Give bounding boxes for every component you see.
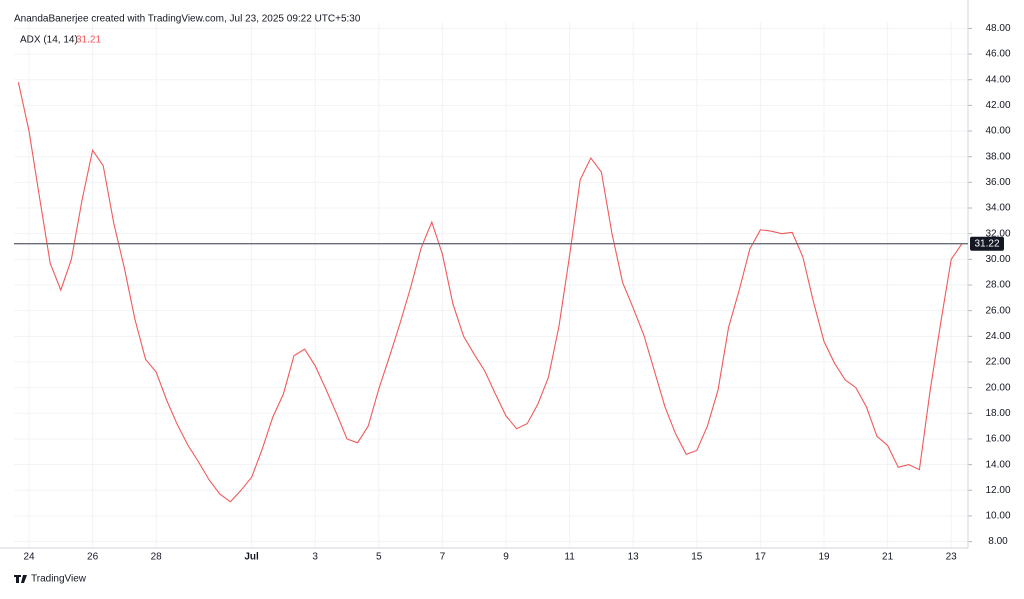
x-tick-label: 17 xyxy=(755,552,767,563)
y-tick-label: 34.00 xyxy=(985,203,1010,214)
y-tick-label: 20.00 xyxy=(985,382,1010,393)
attribution: AnandaBanerjee created with TradingView.… xyxy=(14,14,361,25)
x-tick-label: 15 xyxy=(691,552,703,563)
y-tick-label: 42.00 xyxy=(985,100,1010,111)
x-tick-label: 7 xyxy=(440,552,446,563)
adx-line xyxy=(17,82,963,503)
x-tick-label: 28 xyxy=(151,552,163,563)
y-tick-label: 18.00 xyxy=(985,408,1010,419)
y-tick-label: 32.00 xyxy=(985,228,1010,239)
price-label-box xyxy=(970,236,1004,251)
price-label: 31.22 xyxy=(974,238,999,249)
y-tick-label: 26.00 xyxy=(985,305,1010,316)
y-tick-label: 24.00 xyxy=(985,331,1010,342)
y-tick-label: 10.00 xyxy=(985,511,1010,522)
legend-name: ADX (14, 14) xyxy=(20,35,78,46)
y-tick-label: 28.00 xyxy=(985,280,1010,291)
x-tick-label: Jul xyxy=(244,552,259,563)
x-tick-label: 5 xyxy=(376,552,382,563)
y-tick-label: 22.00 xyxy=(985,357,1010,368)
x-tick-label: 11 xyxy=(564,552,575,563)
y-tick-label: 38.00 xyxy=(985,151,1010,162)
y-tick-label: 8.00 xyxy=(988,536,1008,547)
y-tick-label: 48.00 xyxy=(985,23,1010,34)
y-tick-label: 46.00 xyxy=(985,49,1010,60)
y-tick-label: 44.00 xyxy=(985,74,1010,85)
x-tick-label: 26 xyxy=(87,552,99,563)
y-tick-label: 14.00 xyxy=(985,459,1010,470)
x-tick-label: 13 xyxy=(628,552,640,563)
y-tick-label: 36.00 xyxy=(985,177,1010,188)
y-tick-label: 40.00 xyxy=(985,126,1010,137)
y-tick-label: 12.00 xyxy=(985,485,1010,496)
legend-value: 31.21 xyxy=(76,35,101,46)
x-tick-label: 19 xyxy=(818,552,830,563)
x-tick-label: 3 xyxy=(312,552,318,563)
x-tick-label: 24 xyxy=(23,552,35,563)
y-tick-label: 16.00 xyxy=(985,434,1010,445)
x-tick-label: 23 xyxy=(946,552,958,563)
brand-logo: TradingView xyxy=(14,574,87,585)
x-tick-label: 21 xyxy=(882,552,894,563)
y-tick-label: 30.00 xyxy=(985,254,1010,265)
x-tick-label: 9 xyxy=(503,552,509,563)
brand: TradingView xyxy=(31,574,87,585)
